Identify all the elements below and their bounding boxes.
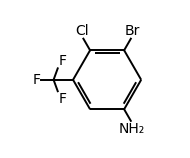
Text: Br: Br [124,24,140,38]
Text: F: F [58,92,66,106]
Text: F: F [33,73,41,87]
Text: NH₂: NH₂ [119,122,145,136]
Text: Cl: Cl [75,24,89,38]
Text: F: F [58,54,66,68]
